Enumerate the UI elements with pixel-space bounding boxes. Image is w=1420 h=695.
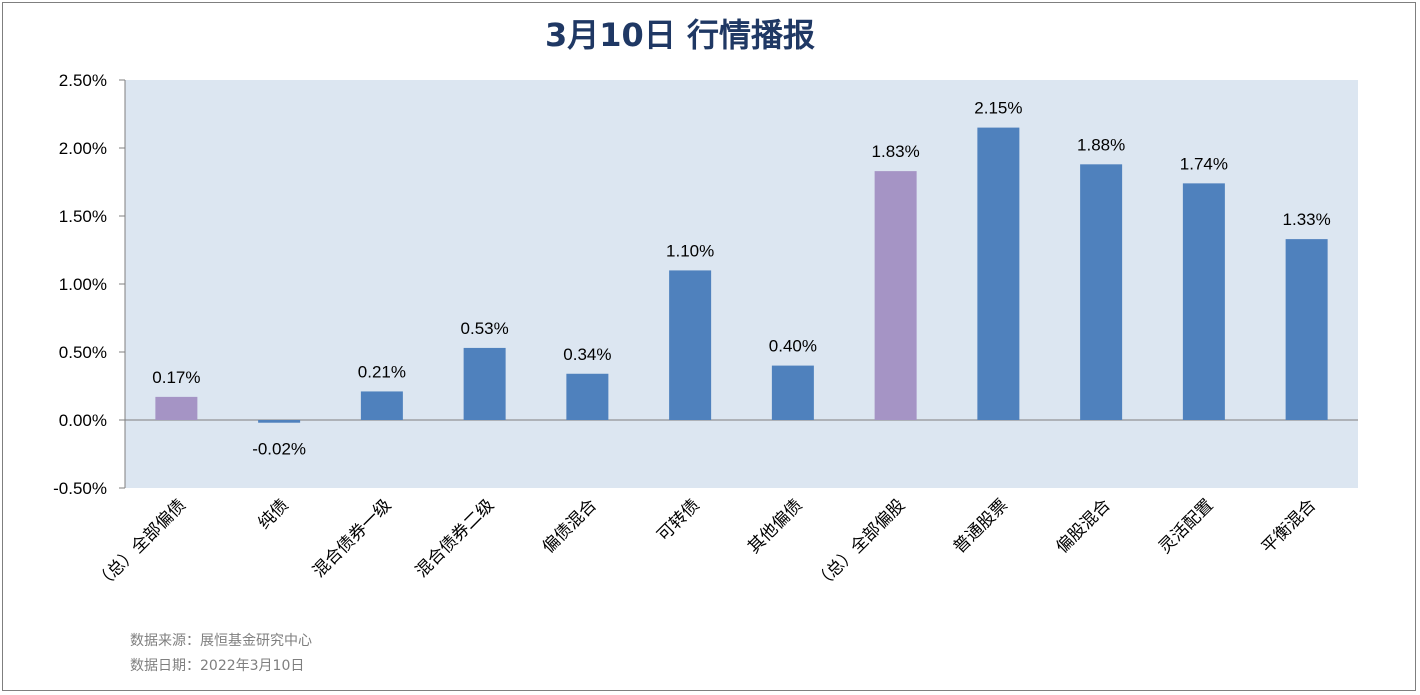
y-tick-label: 0.50% bbox=[59, 343, 107, 362]
bar-8 bbox=[874, 171, 917, 420]
bar-6 bbox=[669, 270, 712, 420]
source-note: 数据来源：展恒基金研究中心 bbox=[130, 632, 312, 649]
x-category-label: 偏债混合 bbox=[539, 495, 601, 557]
bar-1 bbox=[155, 396, 198, 420]
y-tick-label: 1.50% bbox=[59, 207, 107, 226]
x-category-label: （总）全部偏债 bbox=[92, 495, 190, 593]
y-tick-label: 0.00% bbox=[59, 411, 107, 430]
data-label: 1.83% bbox=[872, 142, 920, 161]
x-category-label: 其他偏债 bbox=[744, 495, 806, 557]
bar-4 bbox=[463, 347, 506, 420]
x-category-label: 纯债 bbox=[254, 495, 292, 533]
data-label: -0.02% bbox=[252, 440, 306, 459]
x-category-label: 平衡混合 bbox=[1258, 495, 1320, 557]
data-label: 1.33% bbox=[1283, 210, 1331, 229]
y-tick-label: 2.50% bbox=[59, 71, 107, 90]
y-tick-label: -0.50% bbox=[53, 479, 107, 498]
data-label: 1.88% bbox=[1077, 135, 1125, 154]
data-label: 2.15% bbox=[974, 99, 1022, 118]
date-note: 数据日期：2022年3月10日 bbox=[130, 658, 304, 674]
y-axis: 2.50% 2.00% 1.50% 1.00% 0.50% 0.00% -0.50% bbox=[53, 71, 126, 498]
x-category-label: 偏股混合 bbox=[1052, 495, 1114, 557]
data-label: 0.34% bbox=[563, 345, 611, 364]
data-label: 0.40% bbox=[769, 337, 817, 356]
bar-5 bbox=[566, 373, 609, 420]
data-label: 0.21% bbox=[358, 362, 406, 381]
x-axis-labels: （总）全部偏债 纯债 混合债券一级 混合债券二级 偏债混合 可转债 其他偏债 （总）全部偏股普… bbox=[92, 495, 1321, 593]
data-labels: 0.17% -0.02% 0.21% 0.53% 0.34% 1.10% 0.40% 1.83… bbox=[152, 99, 1330, 459]
bar-11 bbox=[1182, 183, 1225, 420]
x-category-label: 混合债券二级 bbox=[412, 495, 498, 581]
bar-12 bbox=[1285, 239, 1328, 420]
data-label: 0.53% bbox=[461, 319, 509, 338]
y-tick-label: 2.00% bbox=[59, 139, 107, 158]
chart-title: 3月10日 行情播报 bbox=[545, 16, 815, 54]
bar-9 bbox=[977, 127, 1020, 420]
bar-3 bbox=[360, 391, 403, 420]
bar-10 bbox=[1080, 164, 1123, 420]
data-label: 0.17% bbox=[152, 368, 200, 387]
bars bbox=[155, 127, 1328, 423]
data-label: 1.10% bbox=[666, 241, 714, 260]
bar-7 bbox=[771, 365, 814, 420]
x-category-label: 灵活配置 bbox=[1155, 495, 1217, 557]
x-category-label: 普通股票 bbox=[950, 495, 1012, 557]
x-category-label: 混合债券一级 bbox=[309, 495, 395, 581]
plot-area bbox=[125, 80, 1358, 488]
data-label: 1.74% bbox=[1180, 154, 1228, 173]
bar-2 bbox=[258, 420, 301, 423]
x-category-label: 可转债 bbox=[653, 495, 703, 545]
y-tick-label: 1.00% bbox=[59, 275, 107, 294]
x-category-label: （总）全部偏股 bbox=[811, 495, 909, 593]
